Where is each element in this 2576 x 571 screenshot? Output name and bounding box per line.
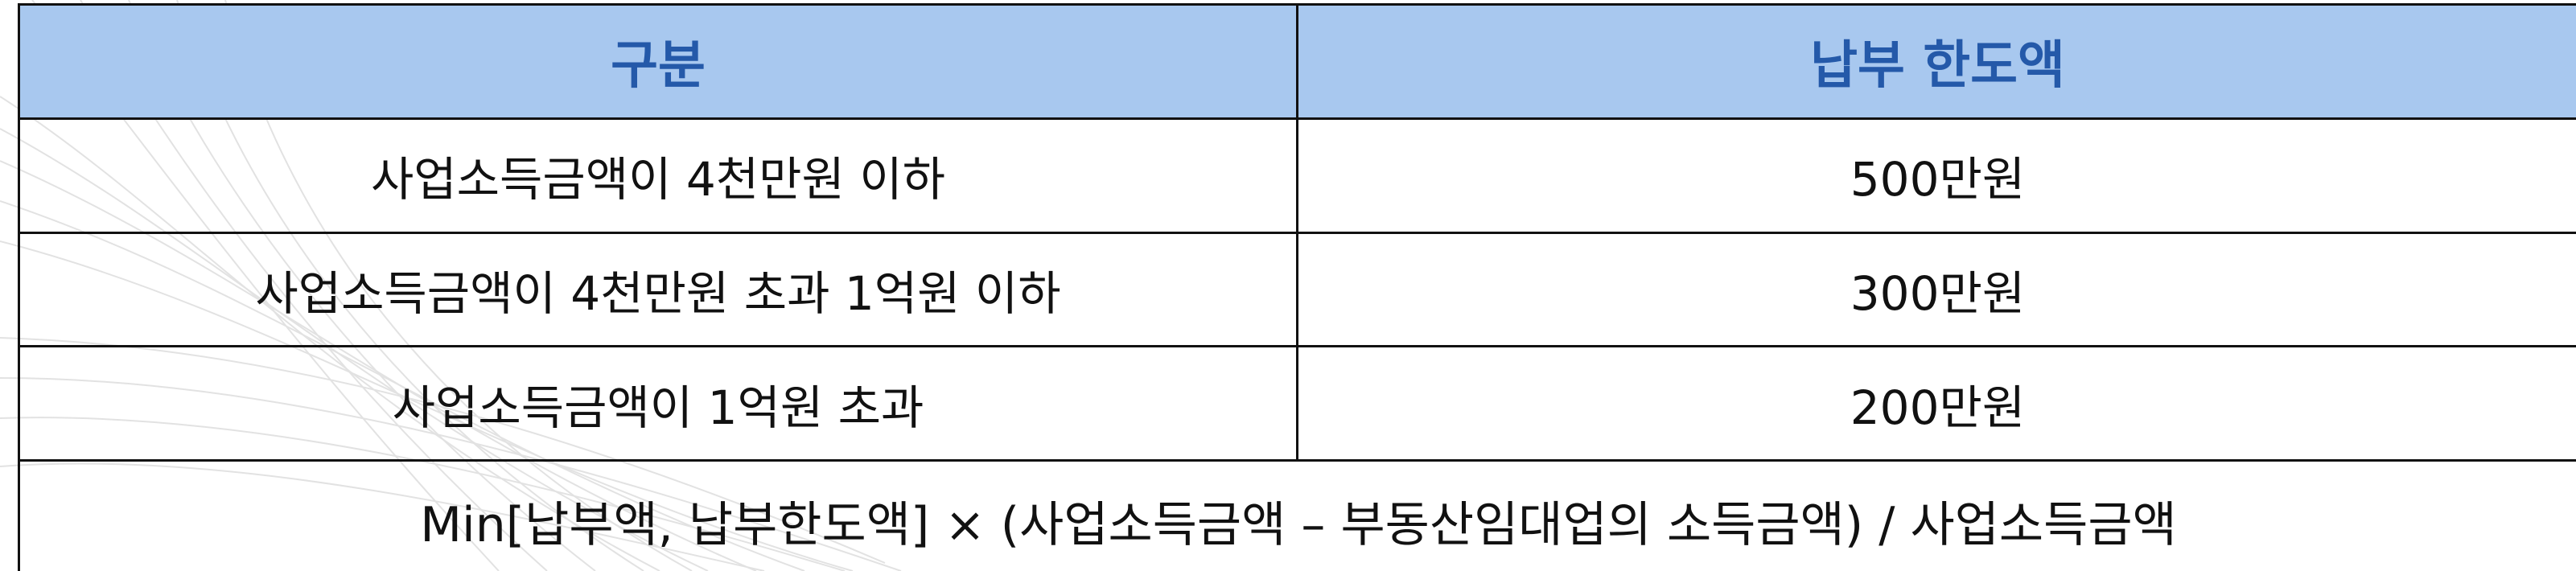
table-header-row: 구분 납부 한도액 [18, 3, 2576, 120]
row-1-category: 사업소득금액이 4천만원 이하 [18, 117, 1298, 234]
row-2-limit: 300만원 [1296, 231, 2576, 348]
payment-limit-table: 구분 납부 한도액 사업소득금액이 4천만원 이하 500만원 사업소득금액이 … [18, 3, 2576, 571]
header-payment-limit: 납부 한도액 [1296, 3, 2576, 120]
header-category: 구분 [18, 3, 1298, 120]
row-1-limit: 500만원 [1296, 117, 2576, 234]
row-3-category: 사업소득금액이 1억원 초과 [18, 345, 1298, 462]
table-row: 사업소득금액이 4천만원 이하 500만원 [18, 117, 2576, 234]
row-3-limit: 200만원 [1296, 345, 2576, 462]
table-row: 사업소득금액이 1억원 초과 200만원 [18, 345, 2576, 462]
formula-row: Min[납부액, 납부한도액] × (사업소득금액 – 부동산임대업의 소득금액… [18, 459, 2576, 571]
row-2-category: 사업소득금액이 4천만원 초과 1억원 이하 [18, 231, 1298, 348]
formula-cell: Min[납부액, 납부한도액] × (사업소득금액 – 부동산임대업의 소득금액… [18, 459, 2576, 571]
table-row: 사업소득금액이 4천만원 초과 1억원 이하 300만원 [18, 231, 2576, 348]
